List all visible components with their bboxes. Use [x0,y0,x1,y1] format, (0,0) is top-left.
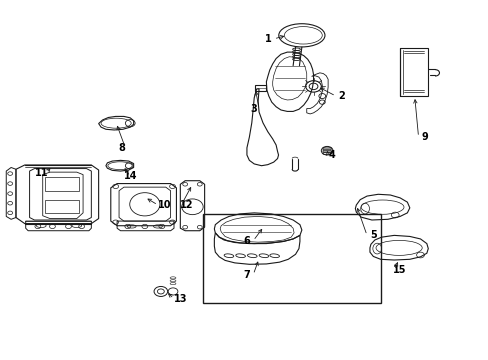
Text: 9: 9 [420,132,427,142]
Text: 13: 13 [173,294,187,303]
Text: 15: 15 [392,265,406,275]
Text: 10: 10 [157,200,171,210]
Text: 11: 11 [35,168,48,178]
Text: 12: 12 [180,200,193,210]
Text: 5: 5 [369,230,376,240]
Text: 6: 6 [243,236,250,246]
Text: 2: 2 [338,91,345,101]
Text: 1: 1 [264,34,271,44]
Text: 8: 8 [118,143,125,153]
Text: 4: 4 [328,150,335,160]
Text: 3: 3 [249,104,256,113]
Text: 14: 14 [123,171,137,181]
Text: 7: 7 [243,270,250,280]
FancyBboxPatch shape [203,214,380,303]
